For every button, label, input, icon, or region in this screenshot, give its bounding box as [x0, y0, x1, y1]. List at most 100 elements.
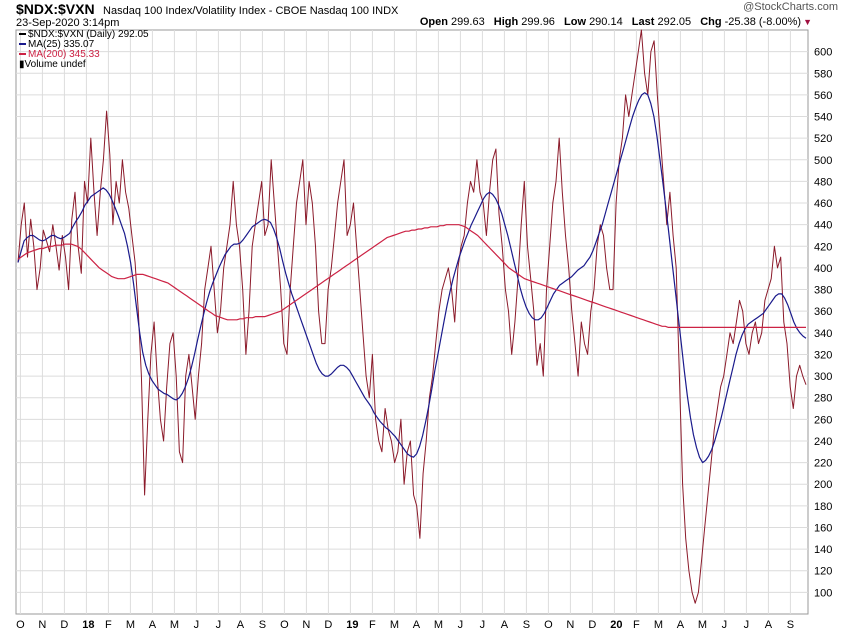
brand-watermark[interactable]: @StockCharts.com: [743, 1, 838, 13]
ma200-line: [17, 224, 806, 328]
chart-header: $NDX:$VXN Nasdaq 100 Index/Volatility In…: [16, 1, 398, 19]
x-tick-label: F: [105, 619, 112, 631]
open-value: 299.63: [451, 16, 485, 28]
y-tick-label: 480: [814, 176, 832, 188]
x-tick-label: O: [16, 619, 25, 631]
low-value: 290.14: [589, 16, 623, 28]
y-tick-label: 200: [814, 479, 832, 491]
chart-date: 23-Sep-2020 3:14pm: [16, 17, 120, 29]
x-tick-label: A: [765, 619, 773, 631]
x-tick-label: N: [566, 619, 574, 631]
y-tick-label: 260: [814, 414, 832, 426]
x-axis: O N D 18 F M A M J J A S O N D 19 F M A M J J A S O N D 20 F M A M J J A S: [16, 619, 794, 631]
y-tick-label: 300: [814, 371, 832, 383]
legend-ma25: MA(25) 335.07: [19, 40, 149, 50]
x-tick-label: D: [324, 619, 332, 631]
chg-down-icon: ▼: [803, 17, 812, 27]
y-tick-label: 380: [814, 285, 832, 297]
y-tick-label: 460: [814, 198, 832, 210]
x-tick-label: J: [722, 619, 728, 631]
chg-value: -25.38 (-8.00%): [724, 16, 802, 28]
legend-ma25-swatch: [19, 43, 26, 46]
y-tick-label: 120: [814, 566, 832, 578]
y-tick-label: 500: [814, 155, 832, 167]
x-tick-label: F: [633, 619, 640, 631]
x-tick-label: A: [149, 619, 157, 631]
x-tick-label: O: [544, 619, 553, 631]
x-tick-label: 20: [610, 619, 622, 631]
grid-lines: [16, 30, 808, 614]
legend-ma200: MA(200) 345.33: [19, 50, 149, 60]
y-tick-label: 180: [814, 501, 832, 513]
legend-price: $NDX:$VXN (Daily) 292.05: [19, 30, 149, 40]
x-tick-label: A: [413, 619, 421, 631]
y-tick-label: 420: [814, 241, 832, 253]
y-tick-label: 320: [814, 349, 832, 361]
y-tick-label: 540: [814, 112, 832, 124]
x-tick-label: J: [744, 619, 750, 631]
x-tick-label: M: [390, 619, 399, 631]
series-group: [17, 29, 807, 604]
y-tick-label: 600: [814, 47, 832, 59]
open-label: Open: [419, 16, 448, 28]
high-label: High: [493, 16, 519, 28]
x-tick-label: O: [280, 619, 289, 631]
symbol-description: Nasdaq 100 Index/Volatility Index - CBOE…: [103, 5, 399, 17]
x-tick-label: N: [302, 619, 310, 631]
x-tick-label: A: [237, 619, 245, 631]
x-tick-label: S: [259, 619, 266, 631]
last-label: Last: [631, 16, 655, 28]
legend-ma25-label: MA(25) 335.07: [28, 39, 95, 50]
legend-price-label: $NDX:$VXN (Daily) 292.05: [28, 29, 149, 40]
legend-ma200-label: MA(200) 345.33: [28, 49, 100, 60]
y-tick-label: 100: [814, 587, 832, 599]
price-line: [17, 29, 807, 604]
x-tick-label: J: [480, 619, 486, 631]
x-tick-label: S: [787, 619, 794, 631]
y-tick-label: 140: [814, 544, 832, 556]
x-tick-label: D: [588, 619, 596, 631]
y-tick-label: 160: [814, 522, 832, 534]
x-tick-label: N: [38, 619, 46, 631]
y-tick-label: 580: [814, 68, 832, 80]
y-tick-label: 560: [814, 90, 832, 102]
y-tick-label: 240: [814, 436, 832, 448]
chg-label: Chg: [700, 16, 722, 28]
plot-area[interactable]: [15, 29, 809, 615]
ma25-line: [17, 92, 807, 464]
x-tick-label: M: [170, 619, 179, 631]
y-tick-label: 340: [814, 328, 832, 340]
low-label: Low: [564, 16, 586, 28]
legend-price-swatch: [19, 33, 26, 36]
y-axis: 100 120 140 160 180 200 220 240 260 280 300 320 340 3…: [814, 47, 832, 600]
y-tick-label: 360: [814, 306, 832, 318]
x-tick-label: J: [216, 619, 222, 631]
y-tick-label: 520: [814, 133, 832, 145]
y-tick-label: 220: [814, 458, 832, 470]
x-tick-label: M: [654, 619, 663, 631]
x-tick-label: J: [194, 619, 200, 631]
x-tick-label: A: [677, 619, 685, 631]
legend: $NDX:$VXN (Daily) 292.05 MA(25) 335.07 M…: [19, 30, 149, 70]
x-tick-label: M: [434, 619, 443, 631]
legend-volume: ▮Volume undef: [19, 60, 149, 70]
x-tick-label: M: [126, 619, 135, 631]
last-value: 292.05: [657, 16, 692, 28]
y-tick-label: 440: [814, 220, 832, 232]
x-tick-label: 19: [346, 619, 358, 631]
x-tick-label: A: [501, 619, 509, 631]
x-tick-label: J: [458, 619, 464, 631]
x-tick-label: S: [523, 619, 530, 631]
y-tick-label: 400: [814, 263, 832, 275]
symbol-label: $NDX:$VXN: [16, 1, 95, 17]
x-tick-label: D: [60, 619, 68, 631]
quote-bar: Open 299.63 High 299.96 Low 290.14 Last …: [420, 16, 812, 28]
high-value: 299.96: [521, 16, 555, 28]
x-tick-label: 18: [82, 619, 94, 631]
y-tick-label: 280: [814, 393, 832, 405]
legend-volume-label: Volume undef: [24, 59, 86, 70]
legend-ma200-swatch: [19, 53, 26, 56]
x-tick-label: F: [369, 619, 376, 631]
x-tick-label: M: [698, 619, 707, 631]
